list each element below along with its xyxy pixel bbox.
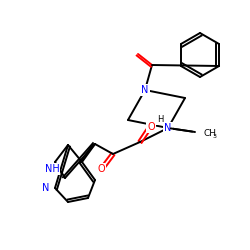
Text: H: H	[156, 116, 163, 124]
Text: N: N	[141, 85, 149, 95]
Text: N: N	[164, 123, 172, 133]
Text: CH: CH	[203, 130, 216, 138]
Text: NH: NH	[44, 164, 60, 174]
Text: N: N	[42, 183, 49, 193]
Text: O: O	[147, 122, 155, 132]
Text: 3: 3	[213, 134, 217, 140]
Text: O: O	[97, 164, 105, 174]
